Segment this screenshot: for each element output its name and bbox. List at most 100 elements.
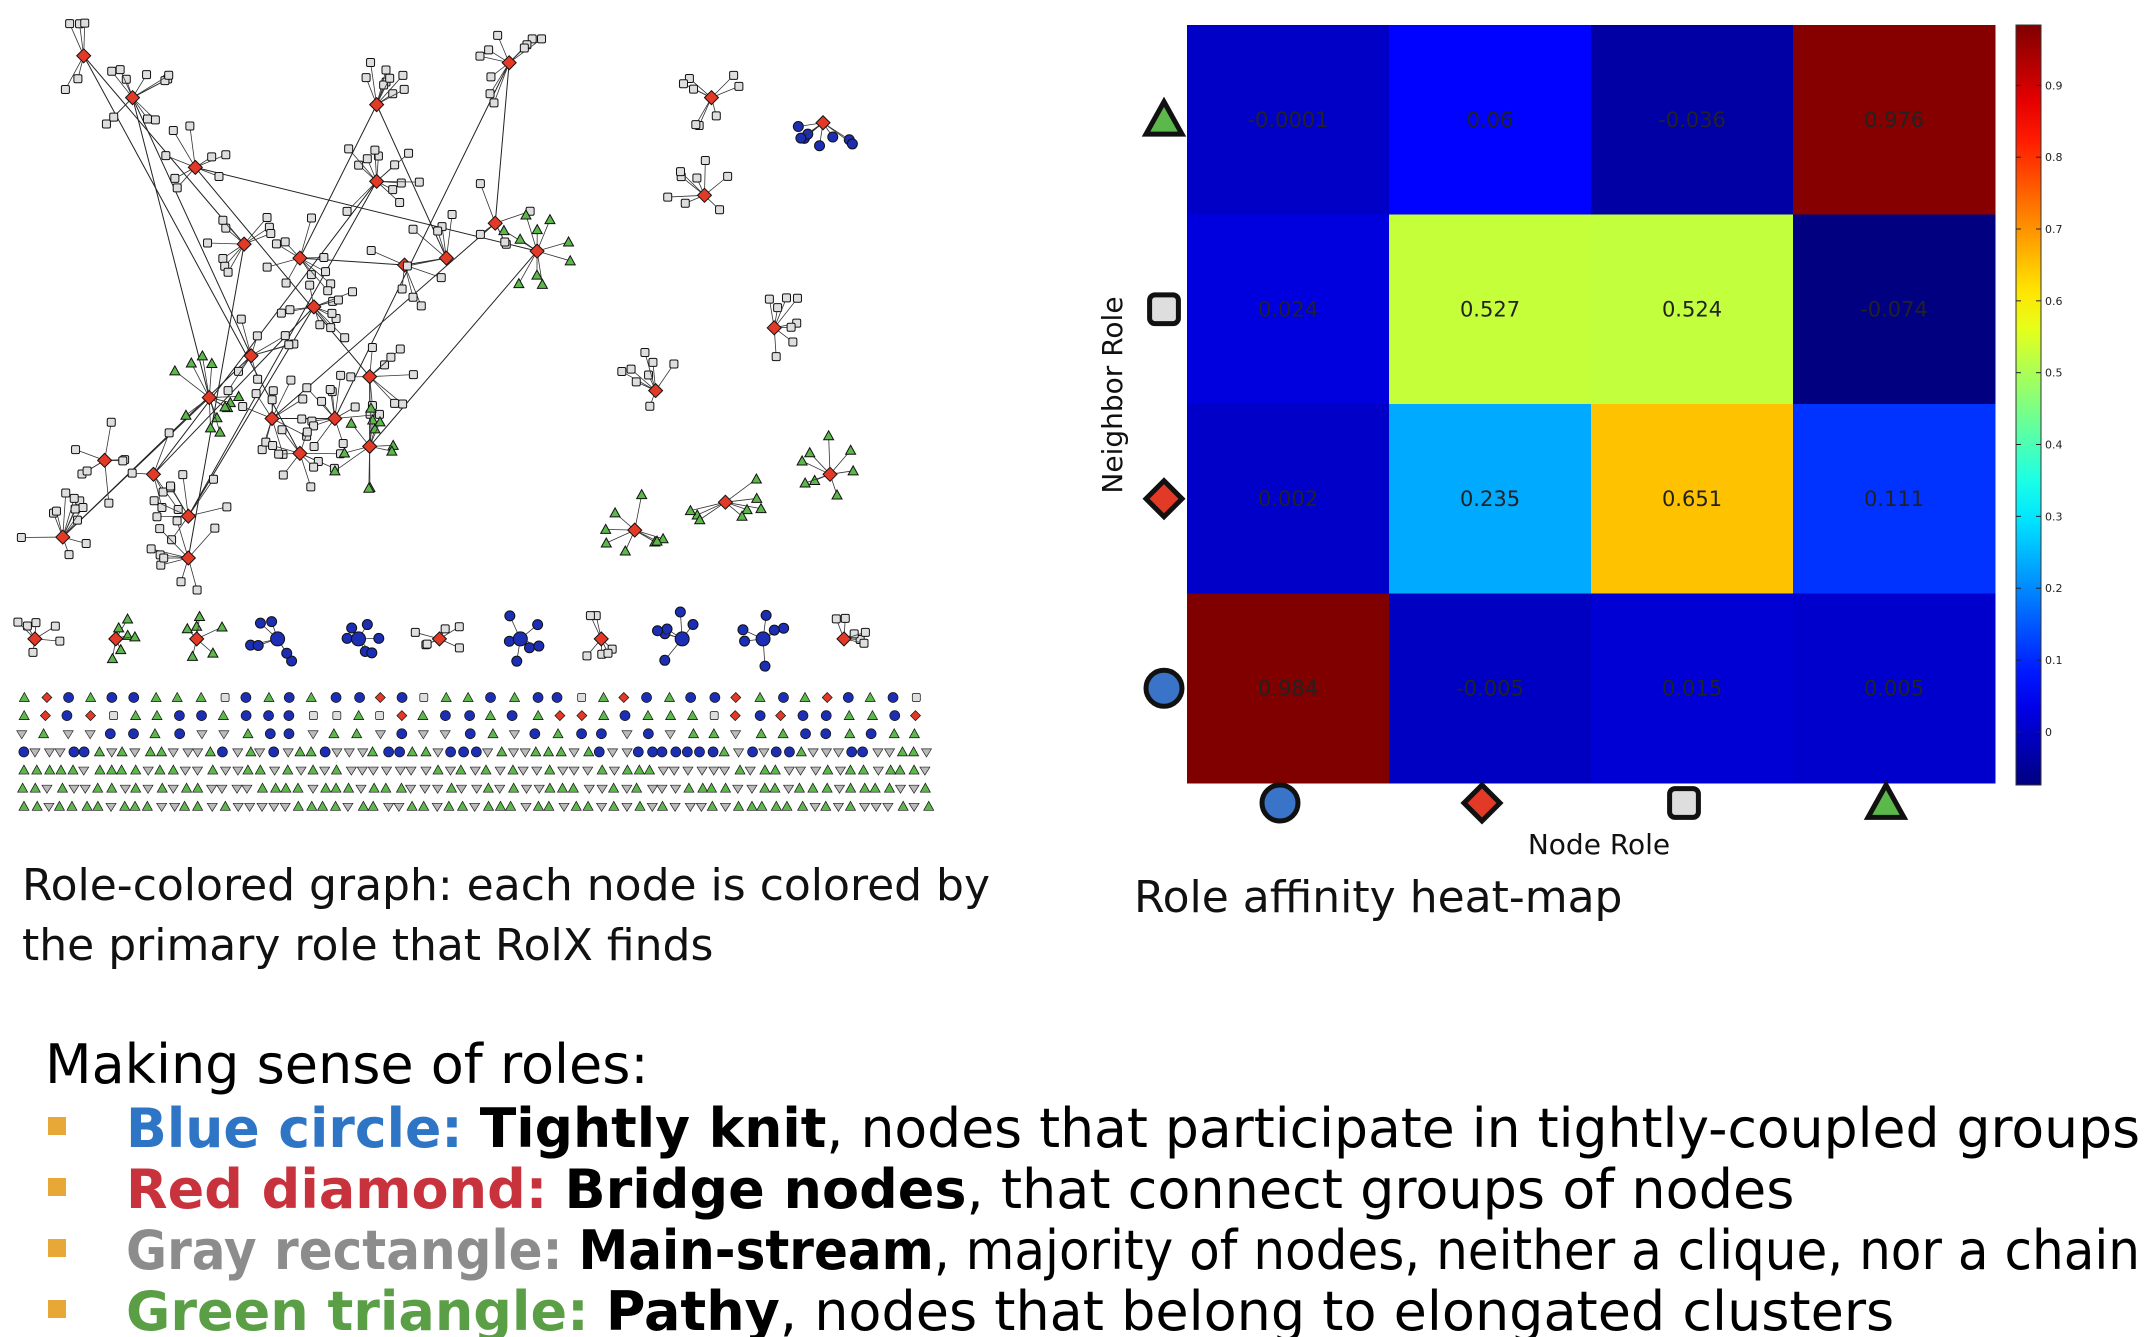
role-diamond [703, 89, 720, 106]
cell-label: 0.984 [1258, 676, 1318, 700]
role-triangle [532, 709, 544, 720]
role-triangle [919, 782, 931, 793]
role-vee [758, 748, 770, 758]
role-vee [254, 748, 266, 758]
heat-cell [1187, 593, 1390, 784]
role-triangle [908, 746, 920, 757]
role-circle [283, 692, 295, 703]
role-square [350, 402, 360, 412]
role-square [277, 425, 287, 435]
role-circle [685, 692, 697, 703]
role-triangle [53, 800, 66, 811]
role-square [484, 45, 494, 55]
role-square [700, 155, 710, 165]
role-triangle [769, 782, 781, 793]
role-vee [919, 766, 931, 776]
role-circle [797, 710, 809, 721]
role-square [306, 270, 316, 280]
role-vee [319, 766, 331, 776]
note-label: Red diamond: [126, 1158, 547, 1221]
cell-label: 0.015 [1662, 676, 1722, 700]
role-vee [342, 802, 354, 812]
role-triangle [844, 444, 857, 455]
role-vee [820, 748, 833, 758]
role-vee [393, 802, 405, 812]
role-triangle [487, 728, 499, 739]
edge [176, 520, 189, 559]
edge [201, 355, 210, 398]
role-square [366, 246, 376, 256]
role-vee [664, 730, 676, 740]
role-square [645, 401, 655, 411]
role-triangle [217, 709, 229, 720]
role-square [709, 711, 719, 720]
role-square [631, 377, 641, 387]
edge [250, 344, 289, 357]
role-vee [695, 802, 708, 812]
role-circle [551, 692, 563, 703]
role-triangle [204, 746, 216, 757]
role-triangle [55, 764, 67, 775]
role-square [680, 198, 690, 208]
role-triangle [368, 782, 380, 793]
role-square [408, 292, 418, 302]
heat-cell [1187, 25, 1390, 215]
role-triangle [888, 728, 900, 739]
role-circle [1143, 667, 1185, 709]
role-triangle [894, 764, 906, 775]
role-circle [770, 746, 782, 758]
role-square [319, 252, 329, 262]
role-square [262, 262, 272, 272]
role-square [366, 58, 376, 68]
role-triangle [106, 652, 119, 664]
role-diamond [187, 159, 204, 176]
role-triangle [129, 800, 141, 811]
role-vee [894, 784, 907, 794]
bullet [48, 1300, 66, 1318]
role-circle [647, 746, 658, 758]
role-square [64, 550, 74, 560]
role-diamond [75, 48, 92, 64]
cell-label: 0.06 [1467, 108, 1514, 132]
role-square [61, 488, 71, 498]
role-triangle [807, 782, 819, 793]
role-triangle [514, 233, 526, 244]
role-square [422, 639, 432, 649]
edge [480, 183, 496, 224]
role-triangle [116, 746, 128, 757]
role-triangle [171, 691, 183, 702]
role-circle [464, 728, 476, 740]
role-square [773, 303, 783, 313]
role-triangle [92, 800, 104, 811]
cell-label: 0.524 [1662, 297, 1722, 321]
edge [407, 257, 447, 267]
role-square [404, 148, 414, 158]
role-triangle [106, 782, 118, 793]
role-triangle [85, 691, 97, 702]
role-triangle [908, 764, 920, 775]
role-square [486, 72, 496, 82]
role-vee [520, 802, 532, 812]
role-triangle [859, 782, 871, 793]
role-square [395, 344, 405, 354]
role-square [276, 308, 286, 318]
role-vee [241, 784, 253, 794]
role-circle [532, 619, 544, 631]
role-square [16, 532, 26, 542]
role-square [475, 51, 485, 61]
role-square [386, 352, 396, 362]
role-square [381, 65, 391, 75]
role-vee [16, 730, 28, 740]
role-triangle [799, 691, 811, 702]
role-diamond [243, 348, 259, 364]
role-square [454, 622, 464, 632]
role-vee [481, 748, 494, 758]
role-square [399, 84, 409, 94]
role-circle [643, 728, 654, 740]
role-triangle [263, 691, 275, 702]
role-triangle [195, 691, 207, 702]
role-square [380, 360, 390, 370]
role-triangle [608, 782, 620, 793]
role-vee [872, 766, 884, 776]
role-square [158, 487, 168, 497]
